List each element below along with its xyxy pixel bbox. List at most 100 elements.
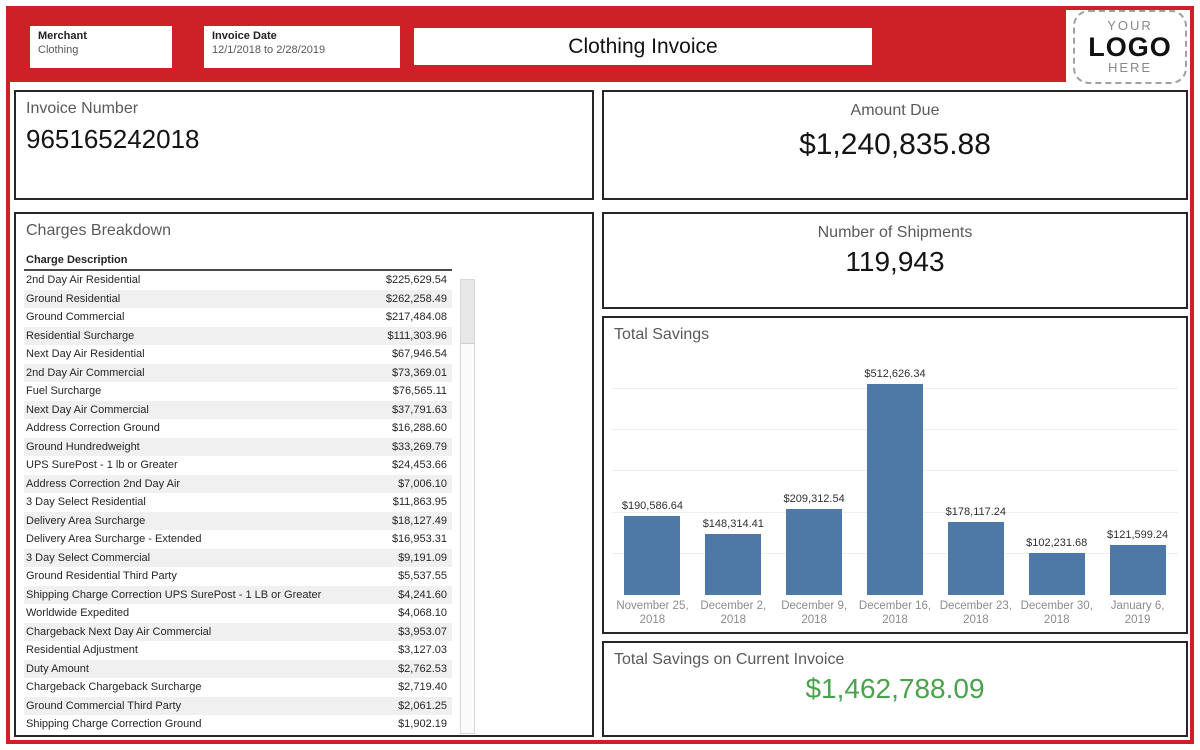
bar[interactable]	[1109, 545, 1166, 595]
table-row[interactable]: Ground Residential $262,258.49	[24, 289, 452, 308]
charge-description: 2nd Day Air Commercial	[26, 366, 145, 379]
charge-amount: $2,762.53	[398, 662, 447, 675]
chart-column: $178,117.24	[935, 350, 1016, 595]
charge-amount: $3,953.07	[398, 625, 447, 638]
charge-description: Residential Surcharge	[26, 329, 135, 342]
charges-scrollbar-thumb[interactable]	[461, 280, 474, 344]
charge-amount: $262,258.49	[385, 292, 447, 305]
table-row[interactable]: UPS SurePost - 1 lb or Greater $24,453.66	[24, 456, 452, 475]
table-row[interactable]: Chargeback Next Day Air Commercial $3,953…	[24, 622, 452, 641]
table-row[interactable]: Ground Residential Third Party $5,537.55	[24, 567, 452, 586]
charge-description: Shipping Charge Correction Ground	[26, 718, 202, 731]
charges-scrollbar[interactable]	[460, 279, 475, 734]
chart-column: $148,314.41	[693, 350, 774, 595]
charge-amount: $225,629.54	[385, 274, 447, 287]
amount-due-panel: Amount Due $1,240,835.88	[602, 90, 1188, 200]
x-axis-tick-label: December 16, 2018	[858, 600, 932, 626]
table-row[interactable]: Residential Adjustment $3,127.03	[24, 641, 452, 660]
bar-value-label: $512,626.34	[864, 368, 926, 380]
charge-amount: $24,453.66	[391, 459, 447, 472]
table-row[interactable]: 3 Day Select Residential $11,863.95	[24, 493, 452, 512]
charge-amount: $1,902.19	[398, 718, 447, 731]
table-row[interactable]: Ground Hundredweight $33,269.79	[24, 437, 452, 456]
bar[interactable]	[947, 522, 1004, 595]
total-savings-chart: $190,586.64 $148,314.41 $209,312.54 $512,62…	[612, 350, 1178, 632]
table-row[interactable]: 2nd Day Air Commercial $73,369.01	[24, 363, 452, 382]
charge-description: Address Correction Ground	[26, 422, 160, 435]
invoice-date-value[interactable]: 12/1/2018 to 2/28/2019	[212, 44, 326, 56]
table-row[interactable]: Ground Commercial Third Party $2,061.25	[24, 696, 452, 715]
header-band: Merchant Clothing Invoice Date 12/1/2018…	[10, 10, 1066, 82]
table-row[interactable]: Residential Surcharge $111,303.96	[24, 326, 452, 345]
dashboard-frame: Merchant Clothing Invoice Date 12/1/2018…	[6, 6, 1194, 744]
bar[interactable]	[624, 516, 681, 595]
table-row[interactable]: Delivery Area Surcharge $18,127.49	[24, 511, 452, 530]
charge-description: Next Day Air Residential	[26, 348, 145, 361]
charge-amount: $5,537.55	[398, 570, 447, 583]
charge-amount: $111,303.96	[387, 329, 447, 342]
charge-amount: $4,068.10	[398, 607, 447, 620]
charge-description: Ground Residential Third Party	[26, 570, 177, 583]
merchant-filter[interactable]: Merchant Clothing	[30, 26, 172, 68]
charges-breakdown-title: Charges Breakdown	[26, 222, 171, 239]
x-axis-tick-label: November 25, 2018	[616, 600, 689, 626]
bar-value-label: $121,599.24	[1106, 529, 1169, 541]
charge-description: UPS SurePost - 1 lb or Greater	[26, 459, 178, 472]
x-axis-tick-label: December 23, 2018	[939, 600, 1012, 626]
bar[interactable]	[705, 534, 762, 595]
charge-description: Fuel Surcharge	[26, 385, 102, 398]
charge-description: Ground Commercial Third Party	[26, 699, 182, 712]
amount-due-label: Amount Due	[850, 102, 940, 119]
charge-amount: $16,288.60	[391, 422, 447, 435]
dashboard-title-box: Clothing Invoice	[414, 28, 872, 65]
x-axis-tick-label: December 2, 2018	[700, 600, 767, 626]
charge-amount: $67,946.54	[391, 348, 447, 361]
table-row[interactable]: Duty Amount $2,762.53	[24, 659, 452, 678]
table-row[interactable]: Next Day Air Commercial $37,791.63	[24, 400, 452, 419]
table-row[interactable]: Fuel Surcharge $76,565.11	[24, 382, 452, 401]
merchant-value[interactable]: Clothing	[38, 44, 79, 56]
charge-amount: $18,127.49	[391, 514, 447, 527]
bar[interactable]	[867, 384, 923, 595]
charge-description: 3 Day Select Commercial	[26, 551, 151, 564]
charge-description-header[interactable]: Charge Description	[24, 254, 452, 271]
table-row[interactable]: Shipping Charge Correction UPS SurePost …	[24, 585, 452, 604]
bar[interactable]	[786, 509, 843, 595]
table-row[interactable]: Address Correction 2nd Day Air $7,006.10	[24, 474, 452, 493]
charge-description: Shipping Charge Correction UPS SurePost …	[26, 588, 322, 601]
invoice-number-panel: Invoice Number 965165242018	[14, 90, 594, 200]
invoice-date-filter[interactable]: Invoice Date 12/1/2018 to 2/28/2019	[204, 26, 400, 68]
table-row[interactable]: Address Correction Ground $16,288.60	[24, 419, 452, 438]
invoice-date-label: Invoice Date	[212, 30, 277, 42]
table-row[interactable]: 2nd Day Air Residential $225,629.54	[24, 271, 452, 290]
bar-value-label: $148,314.41	[702, 518, 764, 530]
charge-description: 2nd Day Air Residential	[26, 274, 141, 287]
charge-description: Delivery Area Surcharge - Extended	[26, 533, 202, 546]
logo-placeholder: YOUR LOGO HERE	[1073, 10, 1187, 84]
charge-amount: $33,269.79	[391, 440, 447, 453]
total-savings-panel: Total Savings $190,586.64 $148,314.41 $209…	[602, 316, 1188, 634]
bar-value-label: $190,586.64	[621, 500, 683, 512]
table-row[interactable]: Worldwide Expedited $4,068.10	[24, 604, 452, 623]
table-row[interactable]: Chargeback Chargeback Surcharge $2,719.40	[24, 678, 452, 697]
total-savings-title: Total Savings	[614, 326, 710, 343]
charge-amount: $3,127.03	[398, 644, 447, 657]
table-row[interactable]: 3 Day Select Commercial $9,191.09	[24, 548, 452, 567]
charges-table: 2nd Day Air Residential $225,629.54 Ground…	[24, 271, 452, 734]
total-savings-current-label: Total Savings on Current Invoice	[614, 651, 845, 668]
logo-text-logo: LOGO	[1088, 31, 1172, 62]
logo-text-here: HERE	[1107, 60, 1153, 76]
charge-description: Next Day Air Commercial	[26, 403, 149, 416]
charge-description: 3 Day Select Residential	[26, 496, 146, 509]
x-axis-tick-label: December 9, 2018	[781, 600, 848, 626]
merchant-label: Merchant	[38, 30, 87, 42]
table-row[interactable]: Delivery Area Surcharge - Extended $16,95…	[24, 530, 452, 549]
x-axis-tick-label: January 6, 2019	[1110, 600, 1165, 626]
bar-value-label: $102,231.68	[1026, 537, 1088, 549]
table-row[interactable]: Ground Commercial $217,484.08	[24, 308, 452, 327]
charge-amount: $76,565.11	[392, 385, 447, 398]
bar[interactable]	[1028, 553, 1085, 595]
table-row[interactable]: Shipping Charge Correction Ground $1,902.…	[24, 715, 452, 734]
charge-amount: $9,191.09	[398, 551, 447, 564]
table-row[interactable]: Next Day Air Residential $67,946.54	[24, 345, 452, 364]
